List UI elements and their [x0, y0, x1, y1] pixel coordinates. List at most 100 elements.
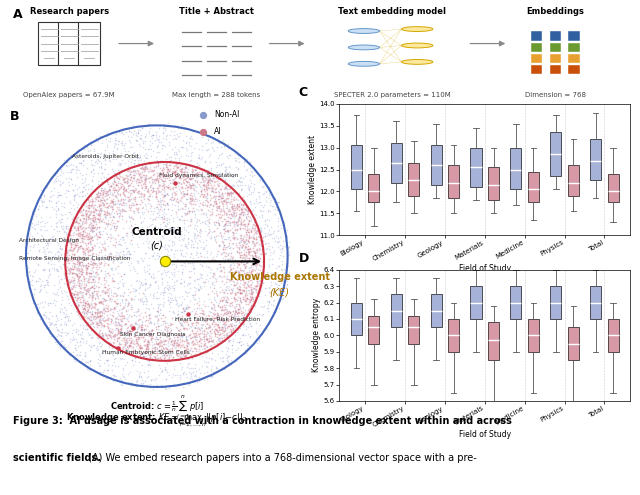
Point [123, 317, 133, 325]
Point [197, 199, 207, 207]
Point [96, 299, 106, 307]
Point [128, 215, 138, 223]
Point [205, 249, 215, 257]
Point [90, 294, 100, 302]
Point [218, 357, 228, 365]
Point [61, 306, 72, 314]
Point [88, 268, 98, 276]
Point [130, 167, 140, 175]
Point [186, 182, 196, 190]
Point [140, 184, 150, 192]
Point [232, 255, 243, 263]
Point [104, 331, 115, 339]
Point [280, 283, 291, 291]
Point [158, 328, 168, 336]
Point [57, 211, 67, 219]
Point [85, 220, 95, 228]
Point [208, 369, 218, 377]
Point [116, 128, 127, 136]
Point [232, 344, 243, 352]
Point [135, 350, 145, 358]
Point [132, 296, 143, 303]
Point [186, 267, 196, 275]
Point [109, 326, 120, 334]
Point [117, 296, 127, 304]
Point [129, 308, 140, 316]
Point [186, 196, 196, 204]
Point [207, 228, 217, 236]
Point [114, 330, 124, 338]
Point [77, 219, 87, 227]
Point [108, 149, 118, 157]
Point [234, 216, 244, 224]
Point [60, 222, 70, 230]
Point [195, 336, 205, 344]
Point [125, 236, 136, 244]
Point [205, 298, 216, 306]
Point [276, 246, 287, 254]
Point [199, 332, 209, 340]
Point [225, 268, 235, 276]
Point [211, 364, 221, 372]
Point [21, 238, 31, 246]
Point [209, 284, 220, 292]
Point [212, 187, 223, 195]
Point [198, 174, 208, 182]
Point [145, 160, 155, 168]
Point [232, 263, 243, 271]
Point [228, 277, 238, 285]
Point [63, 277, 74, 285]
Point [115, 172, 125, 180]
Point [148, 273, 159, 281]
Point [86, 167, 96, 175]
Point [209, 178, 220, 186]
Point [141, 344, 152, 351]
Point [217, 313, 227, 321]
Point [125, 228, 136, 236]
Point [179, 165, 189, 173]
Point [120, 338, 130, 346]
Point [145, 350, 155, 358]
Point [244, 256, 254, 264]
Point [140, 162, 150, 170]
Point [219, 263, 229, 271]
Point [60, 227, 70, 235]
Point [163, 205, 173, 213]
Text: Title + Abstract: Title + Abstract [179, 7, 254, 16]
Point [237, 331, 247, 339]
Point [238, 286, 248, 294]
Point [179, 324, 189, 332]
Point [40, 298, 50, 306]
Point [93, 197, 103, 205]
Point [25, 278, 35, 286]
Point [154, 252, 164, 260]
Point [199, 327, 209, 335]
Point [138, 297, 148, 305]
Point [153, 171, 163, 179]
Point [245, 312, 255, 320]
Point [93, 312, 103, 320]
Point [92, 359, 102, 367]
Point [81, 263, 92, 271]
Point [134, 289, 144, 297]
Point [49, 225, 59, 233]
Point [118, 236, 129, 244]
Point [83, 223, 93, 231]
Point [88, 249, 99, 257]
Point [179, 343, 189, 351]
Point [123, 299, 133, 307]
Point [170, 336, 180, 344]
Point [236, 286, 246, 294]
Point [104, 149, 114, 157]
Point [141, 130, 151, 138]
Point [67, 250, 77, 258]
Point [195, 348, 205, 356]
Point [125, 335, 136, 343]
Point [63, 256, 73, 264]
Circle shape [401, 27, 433, 32]
Point [138, 280, 148, 288]
Point [115, 277, 125, 285]
Point [152, 340, 163, 347]
Point [116, 354, 127, 362]
Point [112, 330, 122, 338]
